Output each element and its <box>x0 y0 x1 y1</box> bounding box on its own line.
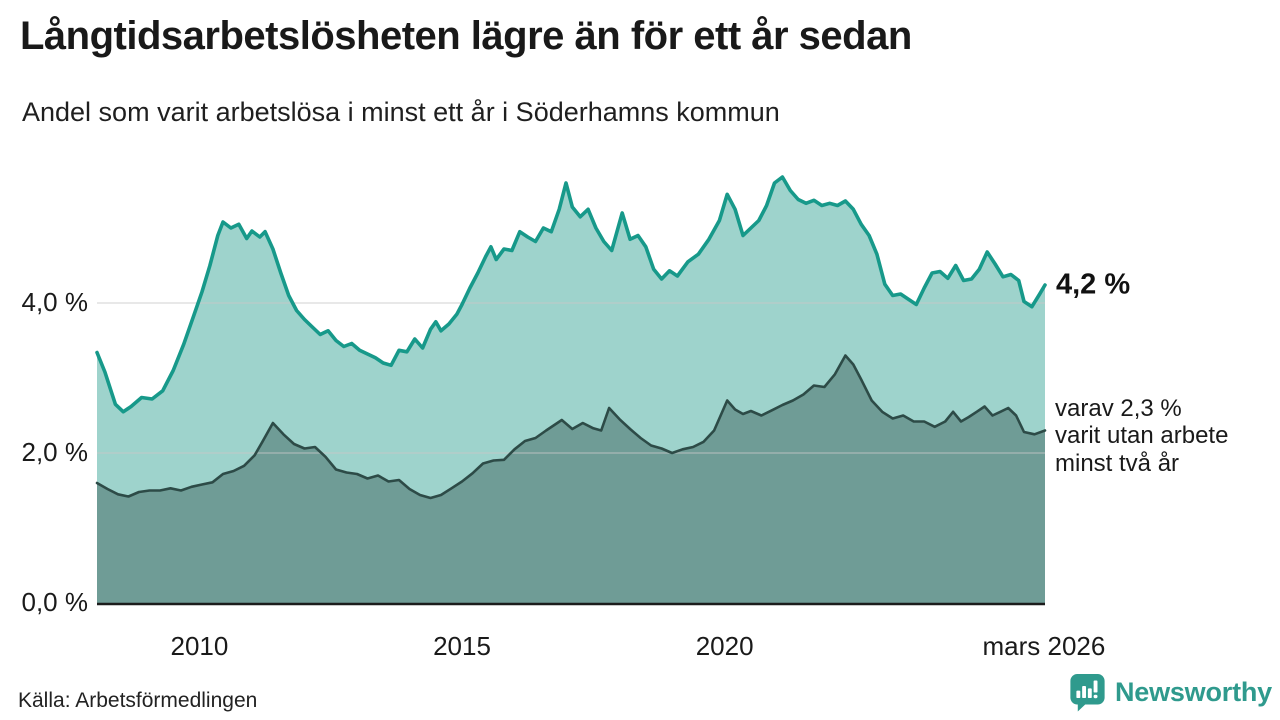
series-end-value-label: 4,2 % <box>1056 268 1131 301</box>
logo-bars <box>1076 680 1098 699</box>
line-unemployed-1yr <box>95 175 1047 414</box>
x-tick-label: mars 2026 <box>982 631 1106 661</box>
line-unemployed-2yr <box>95 354 1047 500</box>
newsworthy-logo: Newsworthy <box>1069 672 1272 713</box>
newsworthy-logo-icon <box>1070 674 1105 712</box>
y-tick-label: 4,0 % <box>21 286 89 317</box>
series-annotation: varav 2,3 % varit utan arbete minst två … <box>1055 395 1275 478</box>
x-tick-label: 2020 <box>695 631 754 661</box>
logo-bubble-shape <box>1070 674 1105 712</box>
x-tick-label: 2015 <box>433 631 491 661</box>
newsworthy-wordmark: Newsworthy <box>1114 677 1272 707</box>
annotation-line: varav 2,3 % <box>1055 394 1182 422</box>
y-tick-label: 2,0 % <box>21 436 89 467</box>
annotation-line: varit utan arbete <box>1055 422 1229 449</box>
y-tick-label: 0,0 % <box>21 586 89 617</box>
x-tick-label: 2010 <box>170 631 229 661</box>
chart-subtitle: Andel som varit arbetslösa i minst ett å… <box>22 97 780 127</box>
annotation-line: minst två år <box>1055 449 1180 477</box>
area-unemployed-2yr <box>97 355 1045 603</box>
page-title: Långtidsarbetslösheten lägre än för ett … <box>20 14 912 58</box>
source-credit: Källa: Arbetsförmedlingen <box>18 689 258 712</box>
